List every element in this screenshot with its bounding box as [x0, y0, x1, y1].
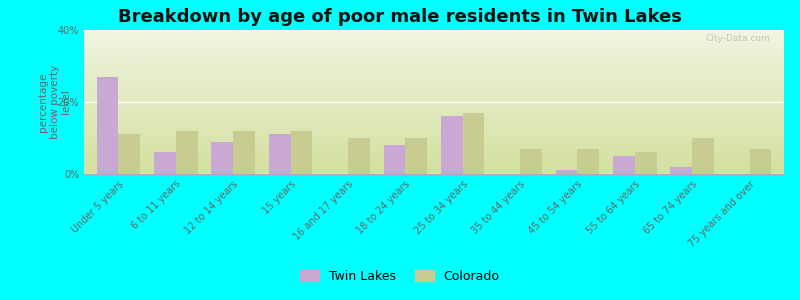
Bar	[176, 131, 198, 174]
Text: City-Data.com: City-Data.com	[706, 34, 770, 43]
Bar	[462, 113, 485, 174]
Bar	[750, 149, 771, 174]
Bar	[348, 138, 370, 174]
Bar	[154, 152, 176, 174]
Bar	[613, 156, 635, 174]
Bar	[578, 149, 599, 174]
Bar	[670, 167, 692, 174]
Bar	[290, 131, 312, 174]
Y-axis label: percentage
below poverty
level: percentage below poverty level	[38, 65, 71, 139]
Legend: Twin Lakes, Colorado: Twin Lakes, Colorado	[295, 265, 505, 288]
Bar	[441, 116, 462, 174]
Bar	[383, 145, 406, 174]
Text: Breakdown by age of poor male residents in Twin Lakes: Breakdown by age of poor male residents …	[118, 8, 682, 26]
Bar	[406, 138, 427, 174]
Bar	[556, 170, 578, 174]
Bar	[233, 131, 255, 174]
Bar	[97, 77, 118, 174]
Bar	[211, 142, 233, 174]
Bar	[520, 149, 542, 174]
Bar	[269, 134, 290, 174]
Bar	[635, 152, 657, 174]
Bar	[118, 134, 140, 174]
Bar	[692, 138, 714, 174]
